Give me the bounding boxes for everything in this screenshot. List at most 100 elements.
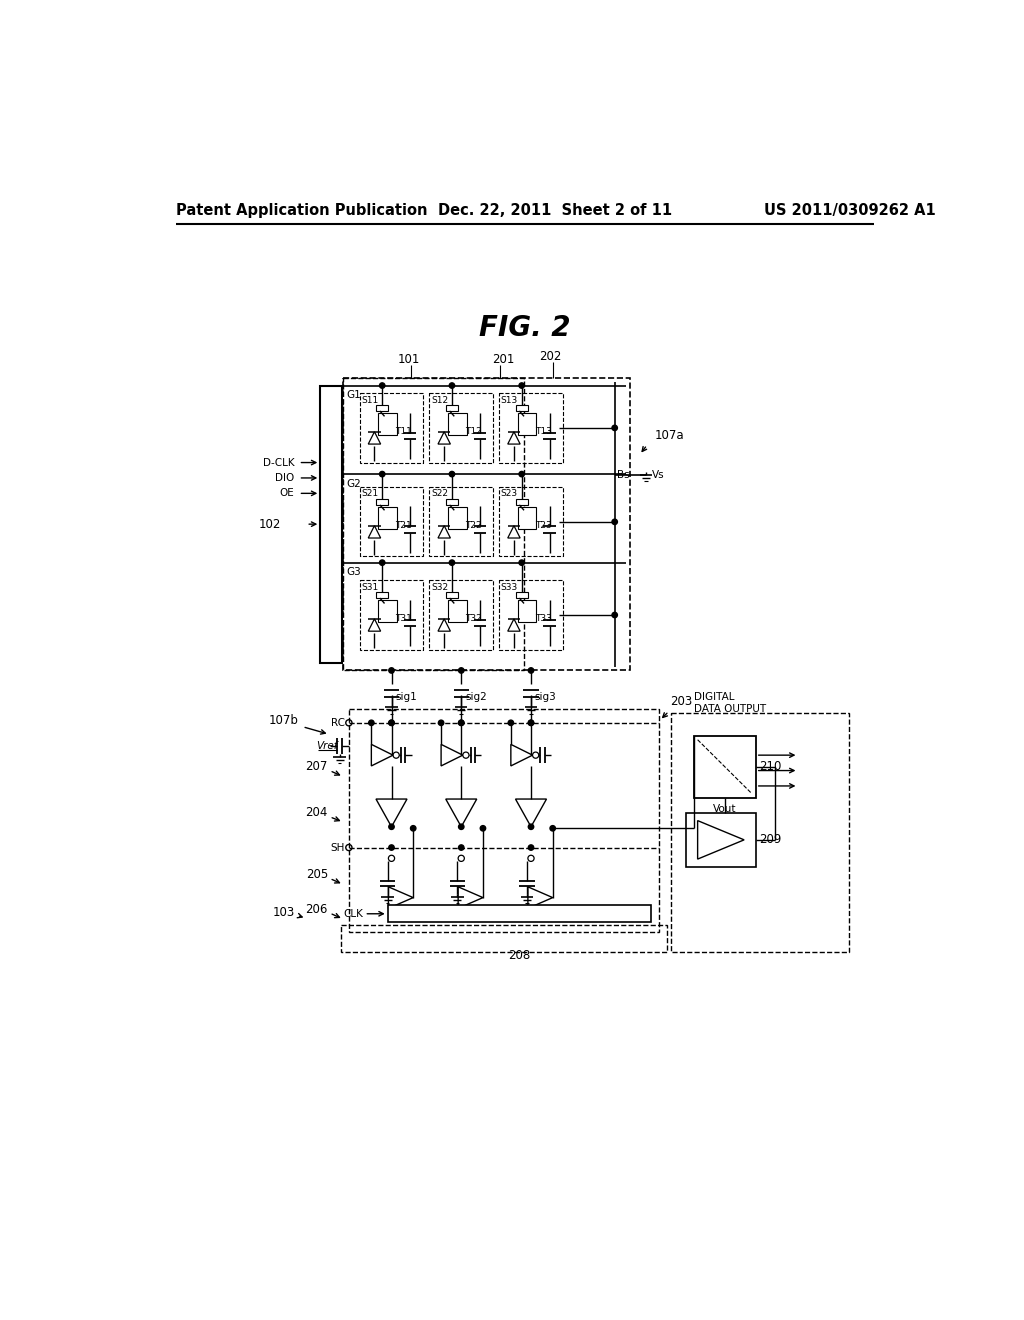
Text: Vout: Vout: [713, 804, 736, 813]
Circle shape: [480, 825, 485, 832]
Text: S33: S33: [501, 582, 518, 591]
Circle shape: [389, 668, 394, 673]
Text: T21: T21: [395, 521, 412, 531]
Bar: [500, 487, 563, 557]
Text: S22: S22: [431, 490, 449, 499]
Text: DATA OUTPUT: DATA OUTPUT: [693, 704, 766, 714]
Bar: [429, 393, 493, 462]
Text: 202: 202: [539, 350, 561, 363]
Bar: [321, 385, 342, 663]
Text: D-CLK: D-CLK: [263, 458, 295, 467]
Bar: [449, 413, 467, 434]
Text: CLK: CLK: [343, 908, 362, 919]
Text: 204: 204: [305, 807, 328, 820]
Circle shape: [519, 471, 524, 477]
Text: T23: T23: [535, 521, 552, 531]
Text: sig1: sig1: [395, 693, 417, 702]
Text: FIG. 2: FIG. 2: [479, 314, 570, 342]
Circle shape: [508, 721, 514, 726]
Circle shape: [459, 721, 464, 726]
Bar: [500, 393, 563, 462]
Text: 210: 210: [760, 760, 782, 774]
Circle shape: [612, 425, 617, 430]
Text: 209: 209: [760, 833, 782, 846]
Bar: [445, 591, 458, 598]
Bar: [518, 601, 537, 622]
Circle shape: [450, 383, 455, 388]
Bar: [388, 906, 651, 923]
Text: 208: 208: [508, 949, 530, 962]
Circle shape: [389, 721, 394, 726]
Text: Vs: Vs: [652, 470, 665, 480]
Circle shape: [550, 825, 555, 832]
Bar: [341, 924, 667, 952]
Bar: [445, 405, 458, 411]
Text: G1: G1: [346, 391, 361, 400]
Bar: [518, 507, 537, 529]
Bar: [376, 405, 388, 411]
Circle shape: [438, 721, 443, 726]
Circle shape: [450, 471, 455, 477]
Circle shape: [459, 824, 464, 829]
Bar: [515, 591, 528, 598]
Bar: [343, 378, 630, 671]
Circle shape: [389, 845, 394, 850]
Text: SH: SH: [331, 842, 345, 853]
Text: 107b: 107b: [268, 714, 299, 727]
Text: S32: S32: [431, 582, 449, 591]
Bar: [693, 737, 756, 797]
Circle shape: [380, 471, 385, 477]
Bar: [429, 581, 493, 649]
Text: 101: 101: [397, 352, 420, 366]
Bar: [500, 581, 563, 649]
Circle shape: [450, 560, 455, 565]
Circle shape: [612, 519, 617, 524]
Bar: [359, 581, 423, 649]
Text: 206: 206: [305, 903, 328, 916]
Text: 203: 203: [671, 694, 693, 708]
Bar: [378, 507, 397, 529]
Text: T32: T32: [465, 614, 482, 623]
Text: sig3: sig3: [535, 693, 557, 702]
Text: 107a: 107a: [655, 429, 685, 442]
Circle shape: [519, 383, 524, 388]
Bar: [359, 393, 423, 462]
Text: T11: T11: [395, 428, 413, 436]
Circle shape: [411, 825, 416, 832]
Text: S13: S13: [501, 396, 518, 404]
Circle shape: [528, 824, 534, 829]
Text: 103: 103: [272, 907, 295, 920]
Bar: [378, 413, 397, 434]
Text: G2: G2: [346, 479, 361, 488]
Bar: [671, 713, 849, 952]
Bar: [343, 378, 524, 671]
Text: T12: T12: [465, 428, 482, 436]
Circle shape: [519, 560, 524, 565]
Circle shape: [528, 668, 534, 673]
Circle shape: [459, 721, 464, 726]
Circle shape: [389, 721, 394, 726]
Text: T31: T31: [395, 614, 413, 623]
Bar: [376, 591, 388, 598]
Text: DIO: DIO: [275, 473, 295, 483]
Text: S21: S21: [361, 490, 379, 499]
Text: S11: S11: [361, 396, 379, 404]
Bar: [376, 499, 388, 504]
Bar: [349, 709, 658, 932]
Text: US 2011/0309262 A1: US 2011/0309262 A1: [764, 203, 935, 218]
Text: S23: S23: [501, 490, 518, 499]
Bar: [449, 601, 467, 622]
Bar: [378, 601, 397, 622]
Circle shape: [459, 845, 464, 850]
Text: DIGITAL: DIGITAL: [693, 693, 734, 702]
Bar: [515, 405, 528, 411]
Circle shape: [389, 824, 394, 829]
Text: 207: 207: [305, 760, 328, 774]
Circle shape: [380, 383, 385, 388]
Circle shape: [612, 612, 617, 618]
Text: 205: 205: [306, 869, 328, 880]
Text: Dec. 22, 2011  Sheet 2 of 11: Dec. 22, 2011 Sheet 2 of 11: [438, 203, 672, 218]
Bar: [359, 487, 423, 557]
Text: Bs: Bs: [617, 470, 630, 480]
Bar: [515, 499, 528, 504]
